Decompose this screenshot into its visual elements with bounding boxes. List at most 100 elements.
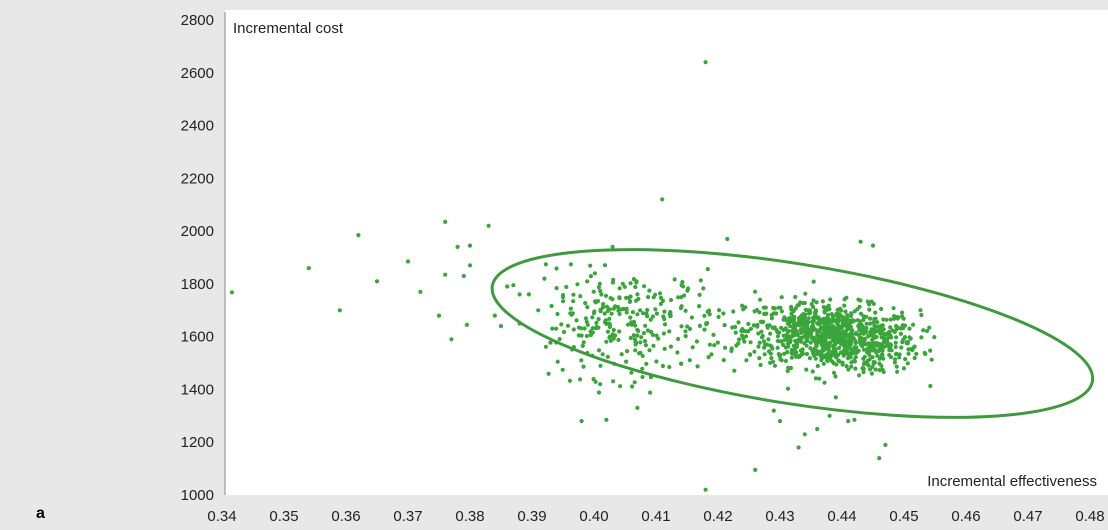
data-point: [690, 345, 695, 350]
data-point: [683, 329, 688, 334]
data-point: [863, 327, 868, 332]
data-point: [826, 303, 831, 308]
data-point: [929, 357, 934, 362]
data-point: [794, 329, 800, 334]
data-point: [660, 298, 666, 303]
data-point: [813, 308, 819, 313]
data-point: [604, 321, 609, 326]
data-point: [889, 355, 894, 360]
data-point: [840, 322, 845, 327]
data-point: [590, 315, 595, 320]
data-point: [824, 333, 829, 338]
data-point: [585, 305, 590, 310]
data-point: [753, 467, 758, 472]
data-point: [705, 267, 710, 272]
y-tick-label: 2000: [181, 223, 214, 240]
data-point: [611, 336, 616, 341]
data-point: [505, 284, 510, 289]
x-tick-label: 0.41: [641, 508, 670, 525]
data-point: [871, 320, 876, 325]
data-point: [858, 311, 864, 316]
data-point: [667, 364, 672, 370]
data-point: [648, 390, 653, 395]
data-point: [894, 351, 899, 356]
data-point: [679, 324, 684, 329]
data-point: [635, 327, 640, 332]
data-point: [865, 346, 870, 351]
data-point: [785, 368, 790, 374]
data-point: [598, 307, 603, 312]
data-point: [588, 274, 594, 279]
data-point: [804, 320, 809, 326]
x-tick-label: 0.48: [1075, 508, 1104, 525]
data-point: [785, 341, 791, 346]
data-point: [752, 349, 757, 354]
data-point: [831, 324, 836, 329]
data-point: [755, 322, 760, 327]
data-point: [789, 350, 795, 356]
data-point: [804, 367, 809, 372]
data-point: [868, 316, 873, 321]
data-point: [834, 317, 839, 322]
data-point: [721, 311, 726, 316]
data-point: [756, 344, 761, 349]
data-point: [607, 316, 612, 321]
data-point: [706, 355, 711, 360]
data-point: [782, 351, 787, 356]
y-tick-label: 2400: [181, 118, 214, 135]
data-point: [777, 419, 783, 424]
data-point: [858, 298, 863, 303]
x-tick-label: 0.45: [889, 508, 918, 525]
data-point: [743, 305, 748, 310]
data-point: [668, 297, 674, 303]
data-point: [633, 323, 638, 328]
data-point: [756, 331, 761, 336]
data-point: [815, 331, 820, 336]
data-point: [546, 371, 551, 376]
data-point: [596, 317, 601, 322]
data-point: [640, 353, 645, 358]
data-point: [921, 328, 926, 333]
data-point: [782, 337, 787, 343]
data-point: [543, 344, 549, 349]
data-point: [757, 310, 762, 315]
data-point: [836, 358, 841, 363]
data-point: [610, 280, 616, 285]
data-point: [654, 359, 659, 364]
data-point: [833, 353, 838, 358]
y-tick-label: 1000: [181, 487, 214, 504]
data-point: [774, 327, 779, 333]
data-point: [821, 305, 826, 310]
data-point: [768, 351, 773, 356]
data-point: [790, 319, 795, 324]
data-point: [861, 347, 867, 352]
data-point: [821, 361, 826, 366]
data-point: [822, 380, 827, 385]
data-point: [786, 329, 791, 334]
data-point: [857, 322, 862, 327]
data-point: [611, 327, 616, 333]
data-point: [925, 328, 930, 334]
data-point: [825, 358, 830, 364]
data-point: [816, 335, 821, 340]
data-point: [833, 395, 838, 400]
y-axis-title: Incremental cost: [233, 20, 344, 37]
data-point: [869, 371, 875, 376]
data-point: [895, 369, 900, 374]
data-point: [635, 312, 640, 317]
data-point: [815, 426, 820, 432]
data-point: [879, 352, 885, 357]
data-point: [707, 342, 713, 347]
data-point: [374, 279, 380, 284]
data-point: [864, 321, 869, 326]
data-point: [870, 333, 875, 339]
data-point: [607, 307, 612, 312]
data-point: [737, 337, 742, 342]
data-point: [662, 309, 667, 314]
data-point: [628, 299, 633, 304]
data-point: [826, 351, 831, 356]
data-point: [840, 360, 845, 365]
data-point: [812, 346, 817, 351]
data-point: [879, 330, 884, 335]
data-point: [646, 294, 651, 300]
